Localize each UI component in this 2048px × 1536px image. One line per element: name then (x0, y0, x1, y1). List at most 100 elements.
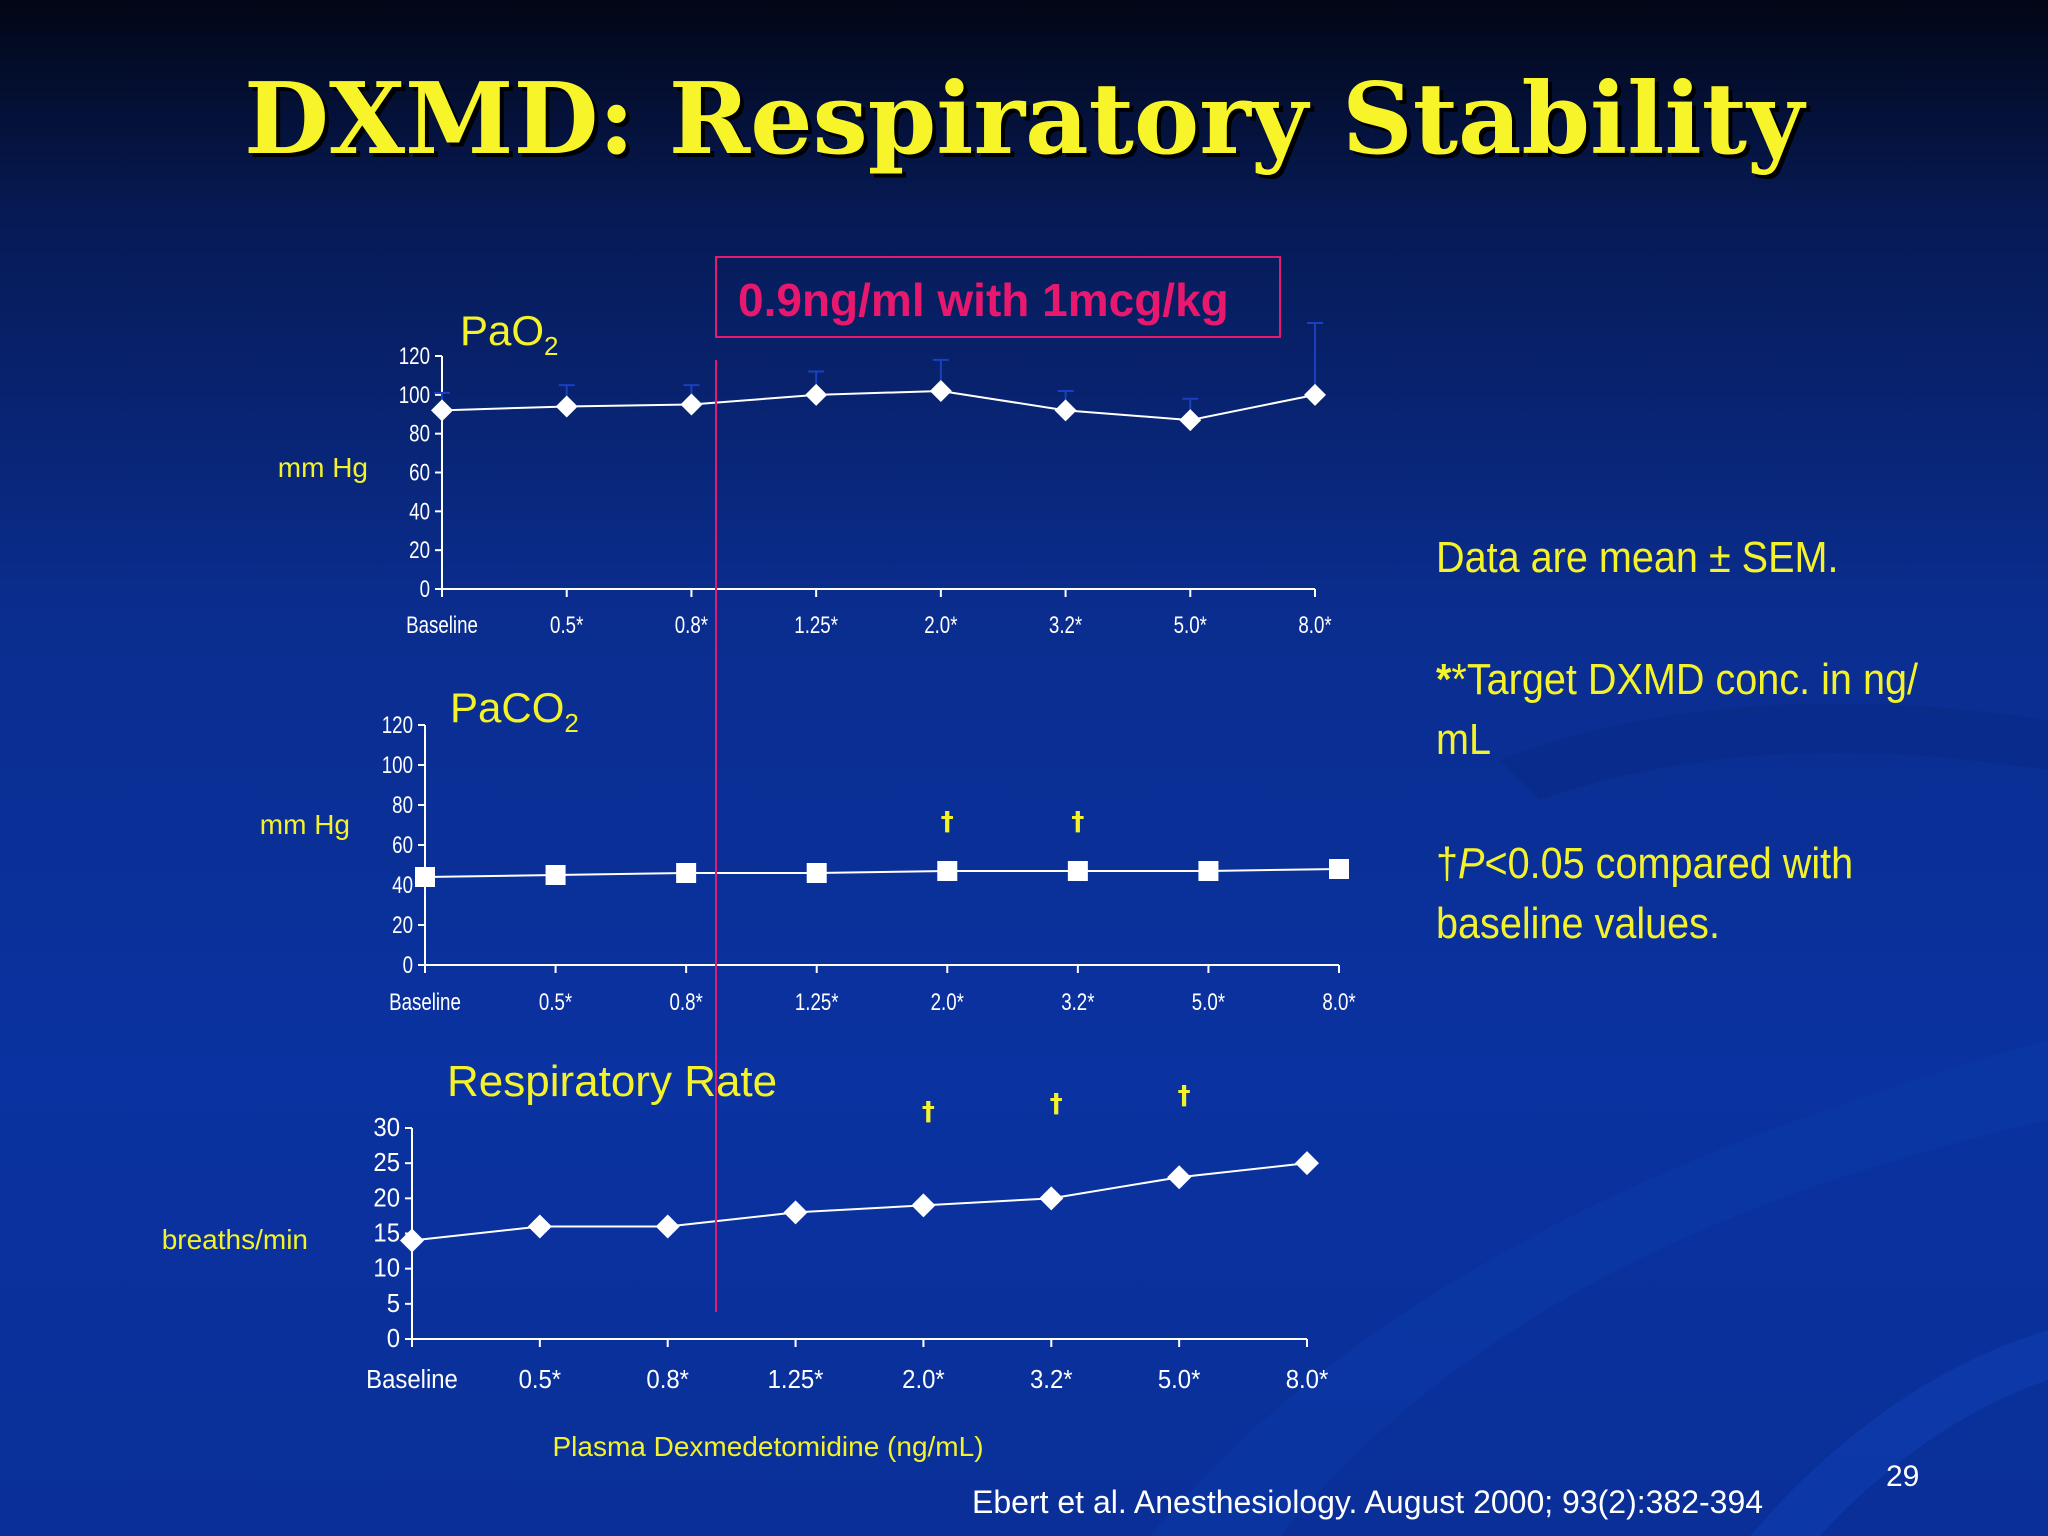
data-point (676, 863, 697, 883)
y-tick-label: 20 (373, 1183, 400, 1212)
data-point (1179, 409, 1202, 432)
data-point (1304, 383, 1326, 406)
data-point (680, 393, 703, 416)
significance-dagger: † (941, 807, 954, 837)
significance-dagger: † (1050, 1089, 1063, 1119)
data-point (929, 379, 952, 402)
x-tick-label: 0.5* (539, 989, 573, 1016)
x-tick-label: 0.5* (550, 612, 584, 639)
y-tick-label: 120 (382, 712, 413, 739)
x-tick-label: 5.0* (1174, 612, 1208, 639)
data-point (555, 395, 578, 418)
data-point (937, 861, 958, 881)
y-tick-label: 120 (399, 343, 430, 370)
note-mean-sem: Data are mean ± SEM. (1436, 533, 1839, 582)
data-point (527, 1214, 552, 1239)
significance-dagger: † (1071, 807, 1084, 837)
x-tick-label: 2.0* (924, 612, 958, 639)
y-axis-label: mm Hg (260, 809, 350, 840)
y-tick-label: 0 (387, 1324, 400, 1353)
chart-respiratory-rate: 0 5 10 15 20 25 30 Baseline 0.5* 0.8* 1.25* 2.0* 3.2… (162, 1057, 1329, 1462)
y-tick-label: 100 (382, 752, 413, 779)
y-tick-label: 10 (373, 1254, 400, 1283)
data-point (400, 1228, 424, 1253)
x-tick-label: 8.0* (1322, 989, 1356, 1016)
y-tick-label: 20 (392, 912, 413, 939)
x-tick-label: 8.0* (1286, 1365, 1329, 1394)
annotation-label: 0.9ng/ml with 1mcg/kg (738, 274, 1229, 326)
y-tick-label: 5 (387, 1289, 400, 1318)
data-point (1329, 859, 1349, 879)
y-tick-label: 25 (373, 1148, 400, 1177)
chart-title: PaO2 (460, 307, 559, 361)
x-tick-label: 3.2* (1030, 1365, 1073, 1394)
chart-pao2: 0 20 40 60 80 100 120 Baseline 0.5* 0.8* 1.25* 2.0*… (278, 307, 1332, 639)
data-point (655, 1214, 680, 1239)
x-tick-label: 0.8* (669, 989, 703, 1016)
data-point (545, 865, 566, 885)
x-axis-label: Plasma Dexmedetomidine (ng/mL) (552, 1431, 983, 1462)
x-tick-label: 0.8* (675, 612, 709, 639)
series-line (411, 1162, 1308, 1242)
data-point (1198, 861, 1219, 881)
x-tick-label: 3.2* (1061, 989, 1095, 1016)
y-tick-label: 15 (373, 1219, 400, 1248)
y-tick-label: 60 (392, 832, 413, 859)
note-target-line1: **Target DXMD conc. in ng/ (1436, 655, 1919, 704)
slide-title: DXMD: Respiratory Stability (244, 62, 1804, 177)
data-point (911, 1193, 936, 1218)
x-tick-label: 1.25* (795, 989, 839, 1016)
y-tick-label: 80 (392, 792, 413, 819)
annotation-box (715, 256, 1281, 338)
data-point (806, 863, 827, 883)
y-tick-label: 40 (392, 872, 413, 899)
y-tick-label: 40 (409, 498, 430, 525)
x-tick-label: 0.5* (519, 1365, 562, 1394)
x-tick-label: 1.25* (768, 1365, 824, 1394)
data-point (1054, 399, 1077, 422)
y-tick-label: 60 (409, 459, 430, 486)
chart-title: Respiratory Rate (447, 1057, 777, 1106)
data-point (805, 383, 828, 406)
note-pvalue-line1: †P<0.05 compared with (1436, 839, 1854, 888)
y-tick-label: 80 (409, 420, 430, 447)
y-tick-label: 30 (373, 1113, 400, 1142)
chart-title: PaCO2 (450, 684, 579, 738)
y-tick-label: 0 (403, 952, 413, 979)
x-tick-label: Baseline (366, 1365, 458, 1394)
x-tick-label: 5.0* (1192, 989, 1226, 1016)
series-line (424, 868, 1340, 878)
x-tick-label: 8.0* (1298, 612, 1332, 639)
note-target-line2: mL (1436, 715, 1492, 764)
note-pvalue-line2: baseline values. (1436, 899, 1720, 948)
data-point (1067, 861, 1088, 881)
significance-dagger: † (1178, 1081, 1191, 1111)
x-tick-label: 0.8* (646, 1365, 689, 1394)
series-line (441, 389, 1316, 422)
significance-dagger: † (922, 1097, 935, 1127)
data-point (1295, 1151, 1319, 1176)
data-point (415, 867, 435, 887)
data-point (431, 399, 453, 422)
x-tick-label: Baseline (389, 989, 461, 1016)
y-tick-label: 100 (399, 382, 430, 409)
x-tick-label: 1.25* (794, 612, 838, 639)
chart-paco2: 0 20 40 60 80 100 120 Baseline 0.5* 0.8* 1.25* 2.0*… (260, 684, 1356, 1016)
x-tick-label: Baseline (406, 612, 478, 639)
y-axis-label: mm Hg (278, 452, 368, 483)
data-point (1167, 1165, 1192, 1190)
data-point (1039, 1186, 1064, 1211)
x-tick-label: 2.0* (902, 1365, 945, 1394)
x-tick-label: 5.0* (1158, 1365, 1201, 1394)
y-tick-label: 20 (409, 537, 430, 564)
y-axis-label: breaths/min (162, 1224, 308, 1255)
citation: Ebert et al. Anesthesiology. August 2000… (972, 1484, 1764, 1520)
page-number: 29 (1886, 1460, 1920, 1493)
y-tick-label: 0 (420, 576, 430, 603)
x-tick-label: 2.0* (931, 989, 965, 1016)
data-point (783, 1200, 808, 1225)
x-tick-label: 3.2* (1049, 612, 1083, 639)
